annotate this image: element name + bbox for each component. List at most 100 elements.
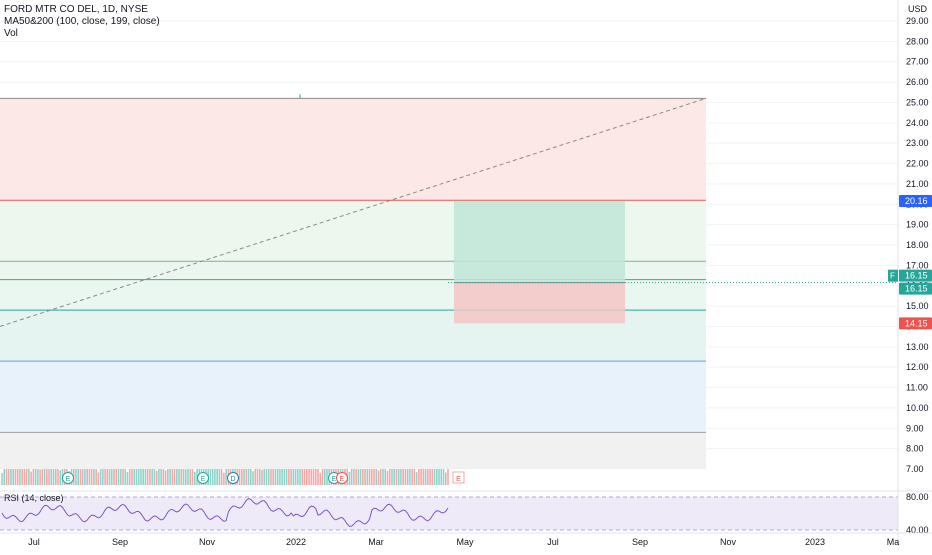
- volume-bar: [176, 464, 178, 485]
- target-badge: 20.16: [905, 196, 928, 206]
- currency-label: USD: [908, 4, 928, 14]
- volume-bar: [245, 454, 248, 485]
- volume-bar: [28, 459, 30, 485]
- volume-bar: [97, 472, 100, 485]
- volume-bar: [375, 460, 378, 485]
- volume-bar: [220, 458, 223, 485]
- volume-bar: [182, 461, 185, 485]
- time-tick-label: Jul: [547, 537, 559, 547]
- dividend-marker-circle[interactable]: [227, 472, 239, 484]
- volume-bar: [86, 461, 88, 485]
- volume-bar: [37, 455, 39, 485]
- volume-bar: [191, 457, 194, 485]
- volume-bar: [52, 453, 55, 485]
- volume-bar: [444, 472, 447, 485]
- dividend-marker[interactable]: D: [230, 476, 235, 483]
- earnings-marker[interactable]: E: [201, 476, 206, 483]
- volume-bar: [422, 454, 425, 485]
- volume-bar: [167, 460, 169, 485]
- volume-bar: [267, 453, 270, 485]
- volume-bar: [41, 461, 44, 485]
- volume-bar: [184, 469, 187, 485]
- volume-bar: [447, 457, 449, 485]
- volume-bar: [317, 458, 319, 485]
- price-tick-label: 24.00: [906, 118, 929, 128]
- volume-bar: [61, 456, 64, 485]
- volume-bar: [66, 456, 68, 485]
- earnings-marker-circle[interactable]: [197, 472, 209, 484]
- earnings-marker[interactable]: E: [332, 476, 337, 483]
- position-target-zone[interactable]: [454, 201, 625, 283]
- time-tick-label: Ma: [887, 537, 900, 547]
- volume-bar: [438, 454, 440, 485]
- future-earnings-marker[interactable]: E: [456, 476, 461, 483]
- position-stop-zone[interactable]: [454, 282, 625, 324]
- volume-bar: [117, 467, 120, 485]
- rsi-label: RSI (14, close): [4, 493, 64, 503]
- volume-bar: [388, 460, 391, 485]
- stop-badge: 14.15: [905, 318, 928, 328]
- volume-bar: [119, 454, 122, 485]
- volume-bar: [155, 470, 158, 485]
- earnings-marker[interactable]: E: [340, 476, 345, 483]
- volume-bar: [173, 465, 176, 485]
- volume-bar: [142, 453, 144, 485]
- volume-bar: [355, 455, 357, 485]
- price-tick-label: 23.00: [906, 138, 929, 148]
- volume-bar: [50, 465, 53, 485]
- volume-bar: [32, 457, 35, 485]
- volume-bar: [263, 460, 266, 485]
- volume-bar: [59, 470, 62, 485]
- price-tick-label: 18.00: [906, 240, 929, 250]
- volume-bar: [216, 454, 218, 485]
- earnings-marker-circle[interactable]: [336, 472, 348, 484]
- volume-bar: [88, 468, 91, 485]
- earnings-marker[interactable]: E: [66, 476, 71, 483]
- price-tick-label: 17.00: [906, 260, 929, 270]
- price-tick-label: 11.00: [906, 383, 928, 393]
- fib-trend-line: [0, 97, 707, 327]
- rsi-line: [1, 498, 449, 527]
- time-tick-label: 2023: [805, 537, 825, 547]
- volume-bar: [368, 465, 371, 485]
- volume-bar: [7, 455, 10, 485]
- volume-bar: [395, 465, 398, 485]
- volume-bar: [261, 469, 263, 485]
- volume-bar: [200, 454, 203, 485]
- volume-bar: [162, 456, 165, 485]
- fib-zone-bottom: [0, 432, 706, 469]
- volume-bar: [164, 470, 167, 485]
- time-tick-label: Nov: [720, 537, 737, 547]
- volume-bar: [406, 468, 409, 485]
- volume-bar: [187, 455, 189, 485]
- volume-bar: [144, 464, 147, 485]
- volume-bar: [341, 454, 344, 485]
- volume-bar: [397, 464, 400, 485]
- volume-bar: [370, 453, 373, 485]
- volume-bar: [79, 464, 82, 485]
- volume-bar: [384, 456, 387, 485]
- volume-bar: [413, 457, 416, 485]
- fib-zone-0: [0, 98, 706, 201]
- volume-bar: [364, 453, 366, 485]
- earnings-marker-circle[interactable]: [62, 472, 74, 484]
- last-price-badge: 16.15: [905, 271, 928, 281]
- volume-bar: [321, 458, 324, 485]
- volume-bar: [225, 458, 227, 485]
- price-tick-label: 19.00: [906, 220, 929, 230]
- volume-bar: [153, 460, 156, 485]
- future-earnings-box[interactable]: [452, 471, 465, 484]
- legend-symbol: FORD MTR CO DEL, 1D, NYSE: [4, 4, 148, 15]
- time-tick-label: May: [456, 537, 474, 547]
- volume-bar: [171, 453, 174, 485]
- volume-bar: [427, 463, 429, 485]
- volume-bar: [106, 467, 109, 485]
- volume-bar: [12, 462, 15, 485]
- rsi-tick-label: 80.00: [906, 492, 929, 502]
- volume-bar: [346, 459, 348, 485]
- price-tick-label: 21.00: [906, 179, 929, 189]
- legend-vol: Vol: [4, 28, 18, 39]
- volume-bar: [178, 453, 180, 485]
